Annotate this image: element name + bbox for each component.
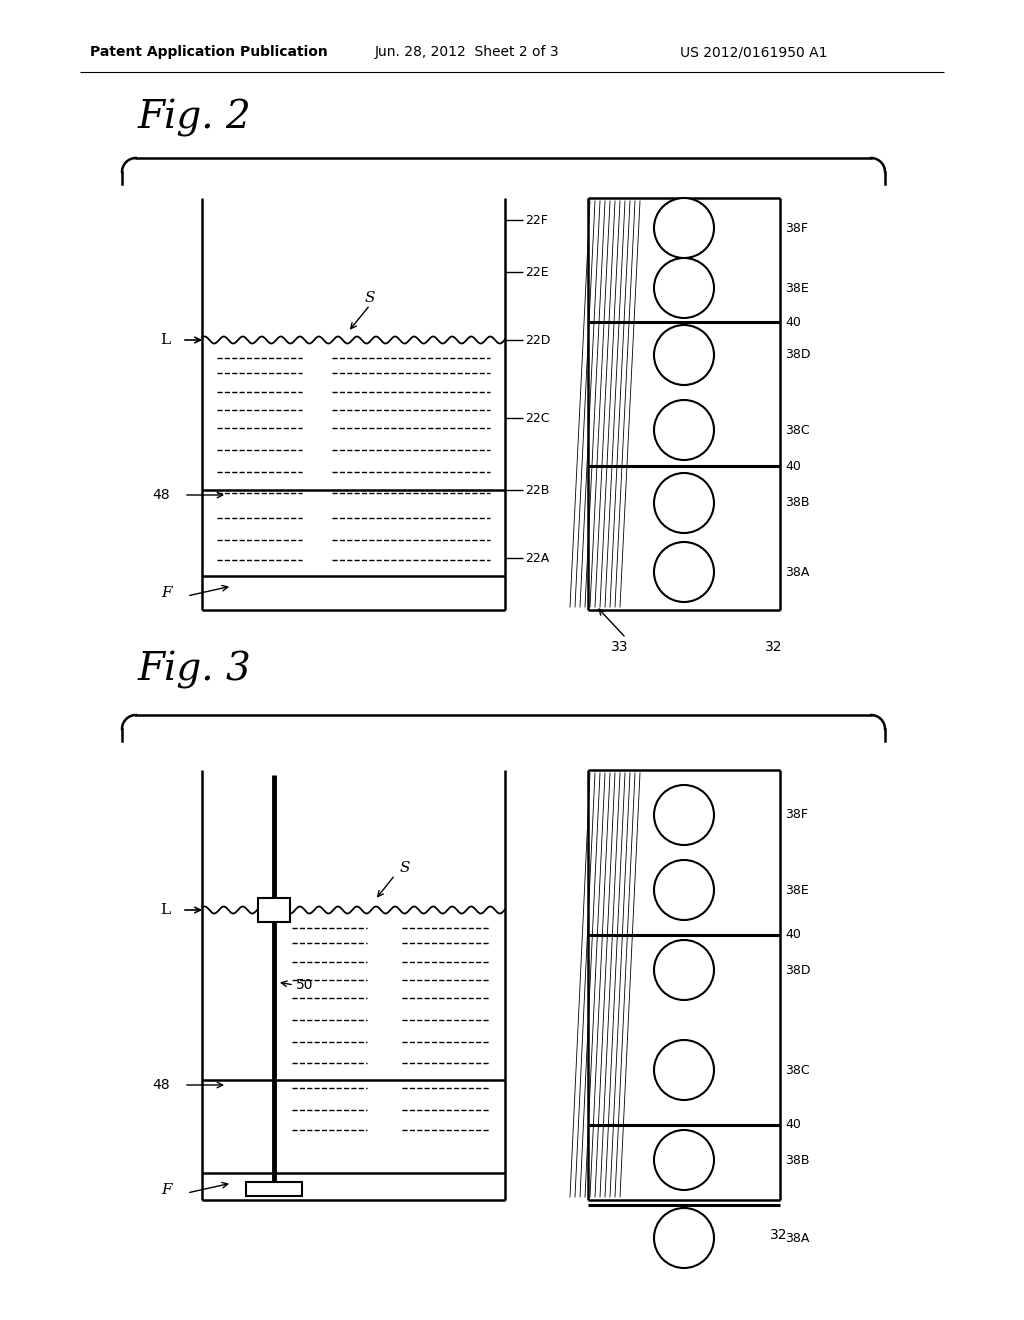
- Circle shape: [654, 785, 714, 845]
- Circle shape: [654, 473, 714, 533]
- Text: 38B: 38B: [785, 1154, 810, 1167]
- Circle shape: [654, 198, 714, 257]
- Text: 22E: 22E: [525, 265, 549, 279]
- Text: 50: 50: [296, 978, 313, 993]
- Text: 22B: 22B: [525, 483, 549, 496]
- Text: 40: 40: [785, 459, 801, 473]
- Text: 38A: 38A: [785, 1232, 809, 1245]
- Text: 38D: 38D: [785, 964, 811, 977]
- Text: 33: 33: [610, 640, 628, 653]
- Text: 48: 48: [153, 1078, 170, 1092]
- Text: Fig. 2: Fig. 2: [138, 99, 252, 137]
- Text: 38C: 38C: [785, 1064, 810, 1077]
- Text: S: S: [365, 290, 376, 305]
- Circle shape: [654, 1208, 714, 1269]
- Text: 38F: 38F: [785, 222, 808, 235]
- Text: 40: 40: [785, 1118, 801, 1131]
- Text: 38B: 38B: [785, 496, 810, 510]
- Text: L: L: [160, 333, 170, 347]
- Text: 22A: 22A: [525, 552, 549, 565]
- Text: 40: 40: [785, 315, 801, 329]
- Text: Patent Application Publication: Patent Application Publication: [90, 45, 328, 59]
- Text: 38D: 38D: [785, 348, 811, 362]
- Text: 22F: 22F: [525, 214, 548, 227]
- Circle shape: [654, 861, 714, 920]
- Text: S: S: [400, 861, 411, 875]
- Circle shape: [654, 325, 714, 385]
- Text: 38A: 38A: [785, 565, 809, 578]
- Text: 48: 48: [153, 488, 170, 502]
- Circle shape: [654, 1040, 714, 1100]
- Circle shape: [654, 257, 714, 318]
- Text: 38E: 38E: [785, 281, 809, 294]
- Circle shape: [654, 543, 714, 602]
- Text: US 2012/0161950 A1: US 2012/0161950 A1: [680, 45, 827, 59]
- Text: 38C: 38C: [785, 424, 810, 437]
- Text: Fig. 3: Fig. 3: [138, 651, 252, 689]
- Text: 22D: 22D: [525, 334, 550, 346]
- Circle shape: [654, 400, 714, 459]
- Text: 38F: 38F: [785, 808, 808, 821]
- Circle shape: [654, 1130, 714, 1191]
- Text: F: F: [162, 1183, 172, 1197]
- Text: 22C: 22C: [525, 412, 550, 425]
- Bar: [246, 1181, 302, 1196]
- Circle shape: [654, 940, 714, 1001]
- Text: 38E: 38E: [785, 883, 809, 896]
- Text: L: L: [160, 903, 170, 917]
- Bar: [258, 898, 290, 921]
- Text: F: F: [162, 586, 172, 601]
- Text: 32: 32: [765, 640, 782, 653]
- Text: Jun. 28, 2012  Sheet 2 of 3: Jun. 28, 2012 Sheet 2 of 3: [375, 45, 560, 59]
- Text: 32: 32: [770, 1228, 787, 1242]
- Text: 40: 40: [785, 928, 801, 941]
